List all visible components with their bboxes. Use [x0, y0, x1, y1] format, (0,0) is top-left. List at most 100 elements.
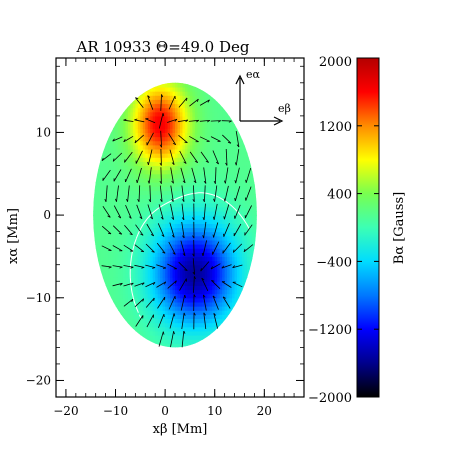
field-cell [184, 169, 189, 175]
field-cell [113, 264, 117, 270]
field-cell [170, 223, 174, 229]
field-cell [120, 173, 124, 179]
field-cell [222, 198, 226, 204]
field-arrow-head [193, 276, 196, 280]
field-cell [140, 293, 144, 299]
field-cell [93, 186, 94, 191]
field-cell [246, 260, 251, 266]
field-arrow-head [139, 216, 143, 220]
field-cell [214, 103, 218, 109]
field-cell [98, 256, 102, 262]
field-cell [93, 322, 94, 328]
field-cell [157, 194, 161, 200]
field-cell [127, 198, 131, 204]
field-cell [204, 231, 208, 237]
field-cell [155, 95, 159, 100]
field-cell [242, 206, 246, 212]
field-cell [93, 277, 97, 282]
field-cell [194, 186, 198, 191]
field-cell [95, 322, 99, 328]
field-arrow-head [212, 234, 214, 238]
field-cell [135, 111, 139, 117]
field-cell [147, 202, 151, 208]
field-cell [145, 165, 149, 171]
field-cell [108, 75, 111, 80]
field-arrow [134, 264, 145, 268]
field-arrow [191, 167, 197, 184]
field-cell [180, 165, 184, 171]
field-cell [165, 322, 169, 328]
field-cell [229, 165, 233, 171]
field-cell [93, 111, 97, 117]
field-cell [187, 91, 191, 96]
field-cell [125, 194, 129, 200]
field-arrow [168, 133, 177, 145]
field-cell [125, 202, 129, 208]
field-cell [120, 339, 124, 344]
field-cell [254, 235, 257, 241]
field-arrow [157, 296, 166, 309]
field-cell [189, 107, 193, 113]
field-cell [254, 148, 257, 154]
field-cell [232, 91, 236, 96]
field-cell [108, 128, 112, 134]
field-cell [120, 219, 124, 224]
field-arrow [101, 153, 112, 162]
field-cell [219, 318, 223, 324]
field-cell [207, 277, 211, 282]
field-cell [113, 144, 117, 150]
field-cell [115, 91, 119, 96]
field-cell [118, 128, 122, 134]
field-cell [172, 115, 176, 121]
field-cell [254, 165, 257, 171]
field-cell [137, 272, 141, 278]
field-cell [147, 272, 151, 278]
field-cell [100, 210, 104, 216]
field-cell [219, 115, 223, 121]
field-arrow-head [182, 180, 186, 184]
field-cell [227, 347, 231, 348]
field-cell [237, 347, 241, 348]
field-cell [150, 91, 154, 96]
field-arrow-head [171, 198, 174, 202]
field-cell [197, 99, 201, 105]
field-cell [103, 161, 107, 167]
field-cell [237, 128, 241, 134]
field-cell [110, 219, 114, 224]
field-cell [182, 306, 186, 311]
field-cell [194, 310, 198, 315]
field-cell [96, 75, 99, 80]
field-cell [246, 268, 251, 274]
field-cell [95, 111, 99, 117]
field-cell [145, 297, 149, 303]
field-cell [232, 289, 236, 295]
field-arrow-head [213, 313, 217, 316]
field-cell [187, 223, 191, 229]
field-cell [222, 252, 226, 258]
field-cell [100, 198, 104, 204]
field-arrow-head [160, 216, 164, 220]
field-cell [170, 297, 174, 303]
field-cell [162, 115, 166, 121]
field-cell [224, 264, 228, 270]
field-cell [184, 322, 189, 328]
field-cell [152, 314, 156, 320]
field-cell [130, 140, 134, 146]
field-cell [217, 322, 221, 328]
field-arrow [178, 134, 188, 144]
field-cell [145, 219, 149, 224]
field-cell [135, 219, 139, 224]
field-cell [160, 239, 164, 245]
field-cell [145, 256, 149, 262]
field-cell [93, 297, 97, 303]
field-cell [127, 268, 131, 274]
field-cell [157, 103, 161, 109]
field-cell [93, 202, 97, 208]
field-cell [259, 128, 262, 133]
field-arrow-head [159, 144, 162, 148]
field-cell [160, 314, 164, 320]
field-cell [157, 268, 161, 274]
field-cell [244, 169, 248, 175]
field-cell [175, 330, 179, 336]
field-cell [93, 144, 97, 150]
